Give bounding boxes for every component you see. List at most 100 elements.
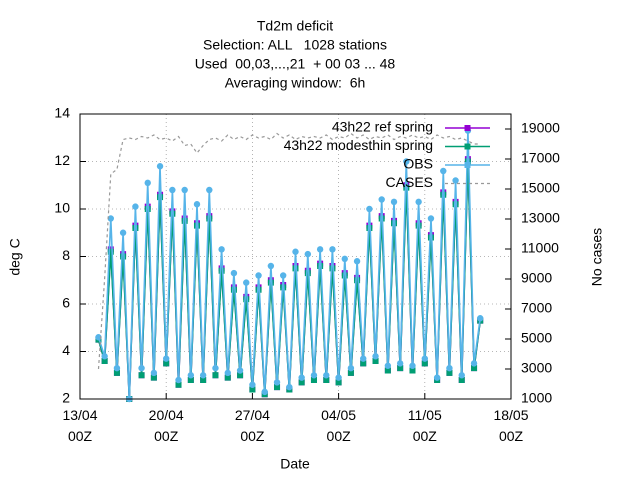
point [101,358,108,364]
point [378,196,385,203]
y2-tick-label: 9000 [521,270,552,286]
legend-marker [464,125,471,131]
x-tick-label: 27/04 00Z [235,407,270,444]
point [304,250,312,258]
point [156,163,164,170]
point [243,279,250,286]
point [169,210,176,217]
y2-tick-label: 3000 [521,360,552,376]
point [138,364,145,372]
series-line [97,132,481,370]
plot-frame [79,113,512,400]
y2-tick-label: 15000 [521,180,560,196]
x-tick-label: 13/04 00Z [62,407,97,444]
y2-tick-label: 13000 [521,210,560,226]
point [323,372,330,379]
point [354,277,361,284]
point [138,372,145,379]
point [101,353,108,360]
y2-axis-label: No cases [589,228,605,286]
point [224,369,231,377]
point [341,255,348,263]
point [298,379,305,386]
point [372,353,379,360]
x-tick-label: 18/05 00Z [493,407,528,444]
chart-title: Averaging window: 6h [225,75,366,91]
point [397,365,404,372]
point [335,374,342,381]
point [409,362,416,369]
point [427,215,435,222]
point [249,386,256,393]
point [224,374,231,381]
point [372,358,379,364]
y-tick-label: 4 [62,342,70,358]
point [163,355,170,362]
y2-tick-label: 19000 [521,120,560,136]
point [279,272,287,279]
point [421,355,428,362]
point [433,374,441,381]
point [446,369,453,376]
point [353,258,361,265]
legend-marker [464,143,471,150]
point [310,372,318,379]
point [175,381,182,388]
point [230,269,238,277]
point [187,372,195,379]
point [471,365,478,372]
point [181,217,188,224]
y2-tick-label: 1000 [521,390,552,406]
point [323,377,330,383]
point [391,220,398,227]
point [360,355,367,362]
legend-label: 43h22 modesthin spring [284,137,433,153]
point [218,267,225,274]
x-tick-label: 20/04 00Z [149,407,184,444]
point [255,272,262,279]
point [452,177,459,184]
point [360,360,367,367]
title-block: Td2m deficit Selection: ALL 1028 stations… [195,18,396,91]
point [329,246,336,253]
point [107,215,114,222]
point [261,388,268,396]
point [396,360,404,367]
point [403,158,410,165]
y-tick-label: 14 [54,105,70,121]
y-tick-label: 10 [54,200,70,216]
point [267,262,275,270]
point [347,369,354,376]
point [470,360,478,367]
point [113,369,120,376]
point [199,372,207,379]
y-tick-label: 12 [54,152,70,168]
point [243,296,250,303]
y-axis-label: deg C [7,238,23,275]
point [144,179,151,187]
point [150,374,157,381]
point [150,369,158,377]
legend-label: CASES [386,174,433,190]
point [193,201,201,208]
point [236,367,244,374]
point [440,167,447,175]
point [132,203,139,210]
chart-title: Td2m deficit [257,18,333,34]
point [366,205,373,213]
point [415,198,422,206]
y2-tick-label: 11000 [521,240,559,256]
legend-label: OBS [403,156,433,172]
legend-marker [464,162,471,168]
x-tick-label: 11/05 00Z [408,407,442,444]
point [249,381,256,388]
point [390,198,398,206]
point [187,377,194,383]
point [292,248,299,255]
point [316,246,324,253]
point [409,367,416,374]
point [206,186,213,194]
y2-tick-label: 5000 [521,330,552,346]
chart-title: Used 00,03,...,21 + 00 03 ... 48 [195,56,396,72]
